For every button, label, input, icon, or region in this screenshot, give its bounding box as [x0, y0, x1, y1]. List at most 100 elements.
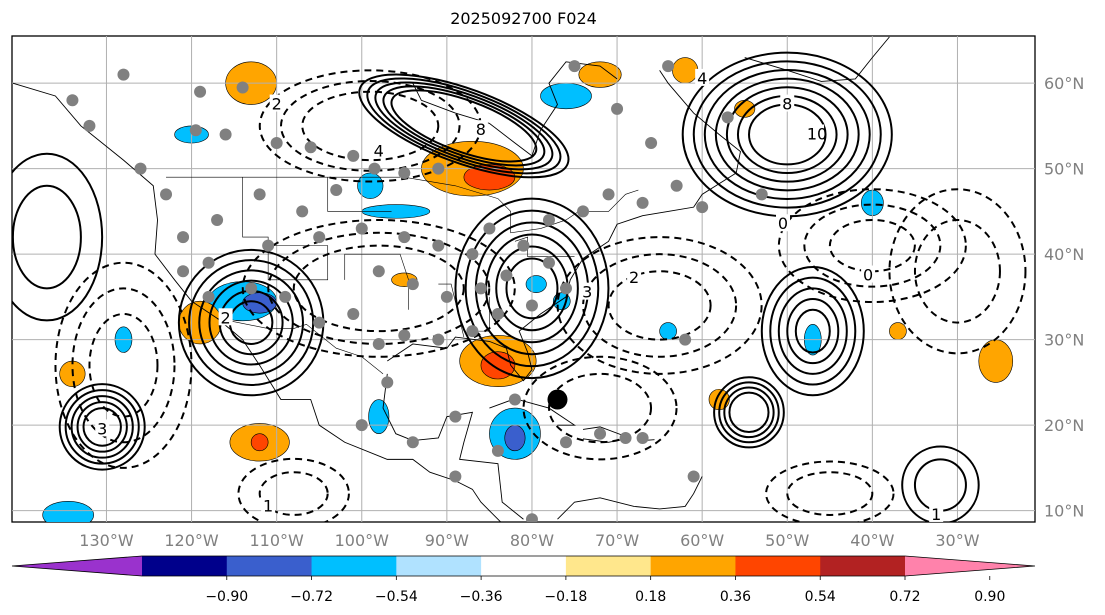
- station-marker: [662, 60, 675, 73]
- station-marker: [202, 256, 215, 269]
- contour-label: 3: [582, 283, 592, 302]
- lon-tick-label: 50°W: [765, 531, 809, 550]
- lon-tick-label: 70°W: [595, 531, 639, 550]
- station-marker: [491, 308, 504, 321]
- station-marker: [432, 333, 445, 346]
- lon-tick-label: 80°W: [510, 531, 554, 550]
- colorbar-segment: [735, 556, 821, 576]
- lon-tick-label: 40°W: [850, 531, 894, 550]
- contour-label: 8: [782, 95, 792, 114]
- station-marker: [304, 141, 317, 154]
- contour-label: 2: [272, 95, 282, 114]
- station-marker: [406, 278, 419, 291]
- chart-title: 2025092700 F024: [450, 9, 597, 28]
- lat-tick-label: 20°N: [1044, 416, 1084, 435]
- lon-tick-label: 110°W: [249, 531, 304, 550]
- station-marker: [202, 290, 215, 303]
- lat-tick-label: 30°N: [1044, 331, 1084, 350]
- station-marker: [236, 81, 249, 94]
- height-contours: [12, 51, 1027, 522]
- station-marker: [636, 431, 649, 444]
- colorbar-tick-label: 0.36: [720, 589, 751, 605]
- lon-tick-label: 30°W: [935, 531, 979, 550]
- station-marker: [466, 325, 479, 338]
- contour-label: 10: [807, 124, 827, 143]
- contour-label: 8: [476, 120, 486, 139]
- contour-label: 0: [778, 214, 788, 233]
- lat-tick-label: 50°N: [1044, 160, 1084, 179]
- station-marker: [687, 470, 700, 483]
- station-marker: [491, 444, 504, 457]
- station-marker: [177, 231, 190, 244]
- station-marker: [372, 265, 385, 278]
- station-marker: [525, 299, 538, 312]
- station-marker: [508, 393, 521, 406]
- colorbar-tick-label: 0.54: [805, 589, 836, 605]
- station-marker: [696, 201, 709, 214]
- colorbar-segment: [820, 556, 906, 576]
- contour-label: 3: [97, 419, 107, 438]
- colorbar-tick-label: −0.18: [544, 589, 587, 605]
- station-marker: [211, 213, 224, 226]
- station-marker: [645, 137, 658, 150]
- station-marker: [313, 316, 326, 329]
- colorbar-segment: [142, 556, 228, 576]
- station-marker: [406, 436, 419, 449]
- colorbar-segment: [481, 556, 567, 576]
- lat-tick-label: 10°N: [1044, 502, 1084, 521]
- colorbar-tick-label: 0.72: [889, 589, 920, 605]
- station-marker: [189, 124, 202, 137]
- station-marker: [542, 256, 555, 269]
- station-marker: [372, 337, 385, 350]
- contour-label: 1: [931, 505, 941, 524]
- contour-label: 4: [697, 69, 707, 88]
- colorbar-tick-label: −0.72: [290, 589, 333, 605]
- station-marker: [568, 60, 581, 73]
- station-marker: [577, 205, 590, 218]
- station-marker: [670, 179, 683, 192]
- contour-label: 0: [863, 266, 873, 285]
- station-marker: [262, 239, 275, 252]
- colorbar-tick-label: −0.36: [460, 589, 503, 605]
- station-marker: [270, 137, 283, 150]
- station-marker: [279, 290, 292, 303]
- station-marker: [83, 119, 96, 132]
- station-marker: [500, 269, 513, 282]
- colorbar: −0.90 −0.72 −0.54 −0.36 −0.18 0.18 0.36 0.54 0.7…: [11, 555, 1036, 605]
- station-marker: [245, 282, 258, 295]
- station-marker: [66, 94, 79, 107]
- station-marker: [368, 162, 381, 175]
- station-marker: [619, 431, 632, 444]
- station-marker: [398, 166, 411, 179]
- lon-tick-label: 130°W: [79, 531, 134, 550]
- contour-labels: 3 1 2 4 2 8 3 2 8 10 0 1 4 0: [95, 68, 944, 524]
- station-marker: [117, 68, 130, 81]
- colorbar-segment: [396, 556, 482, 576]
- station-marker: [611, 102, 624, 115]
- contour-label: 4: [374, 142, 384, 161]
- station-marker: [449, 410, 462, 423]
- station-markers: [66, 60, 768, 522]
- station-marker: [296, 205, 309, 218]
- contour-label: 1: [263, 496, 273, 515]
- contour-label: 2: [629, 268, 639, 287]
- station-marker: [432, 162, 445, 175]
- station-marker: [755, 188, 768, 201]
- station-marker: [347, 149, 360, 162]
- colorbar-tick-label: 0.18: [635, 589, 666, 605]
- station-marker: [398, 231, 411, 244]
- station-marker: [679, 333, 692, 346]
- station-marker: [466, 248, 479, 261]
- station-marker: [542, 213, 555, 226]
- station-marker: [355, 222, 368, 235]
- station-marker: [483, 222, 496, 235]
- station-marker: [636, 196, 649, 209]
- colorbar-segment: [650, 556, 736, 576]
- colorbar-segment: [226, 556, 313, 576]
- station-marker: [525, 513, 538, 522]
- station-marker: [177, 265, 190, 278]
- station-marker: [330, 184, 343, 197]
- lon-tick-label: 90°W: [425, 531, 469, 550]
- contour-label: 2: [221, 308, 231, 327]
